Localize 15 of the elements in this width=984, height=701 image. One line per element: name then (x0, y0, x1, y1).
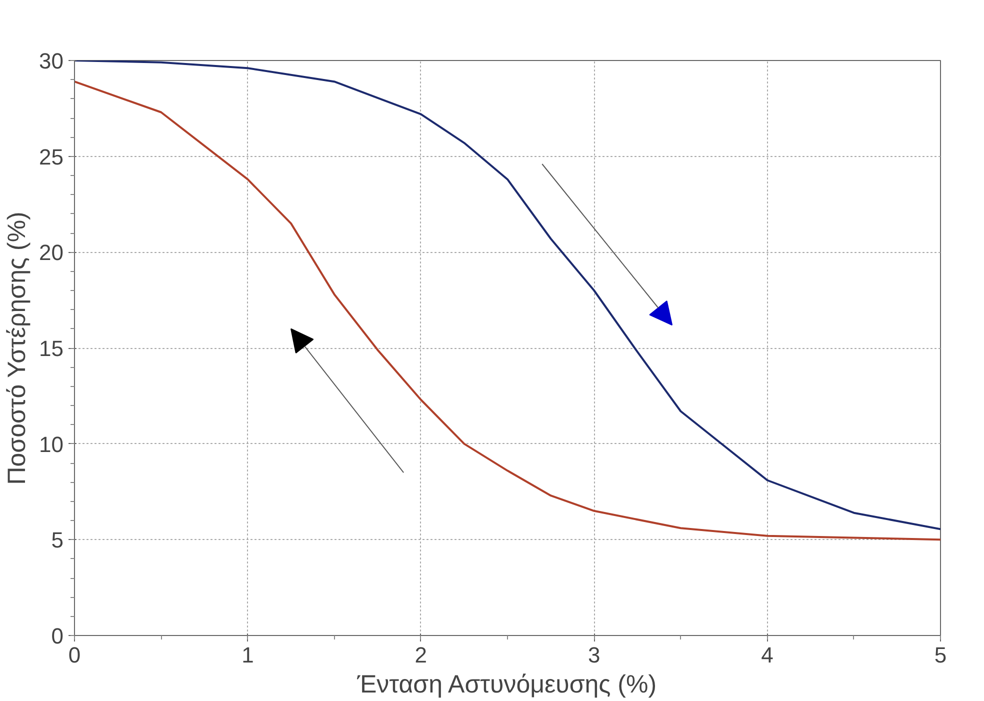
x-tick-label: 5 (934, 642, 947, 668)
y-axis-title: Ποσοστό Υστέρησης (%) (3, 212, 32, 485)
x-axis-title: Ένταση Αστυνόμευσης (%) (356, 670, 657, 698)
y-tick-label: 0 (51, 624, 64, 648)
y-tick-label: 20 (39, 240, 64, 266)
y-tick-label: 10 (39, 432, 64, 457)
y-tick-label: 5 (51, 528, 64, 553)
y-tick-label: 15 (39, 336, 64, 361)
y-tick-label: 25 (39, 144, 64, 170)
x-tick-label: 3 (588, 642, 600, 668)
y-tick-label: 30 (39, 48, 64, 74)
x-tick-label: 1 (242, 642, 254, 668)
x-tick-label: 0 (68, 642, 81, 668)
x-tick-label: 4 (761, 642, 774, 668)
x-tick-label: 2 (414, 642, 428, 668)
